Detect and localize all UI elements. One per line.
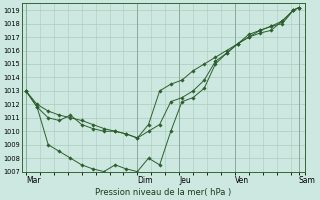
- X-axis label: Pression niveau de la mer( hPa ): Pression niveau de la mer( hPa ): [95, 188, 231, 197]
